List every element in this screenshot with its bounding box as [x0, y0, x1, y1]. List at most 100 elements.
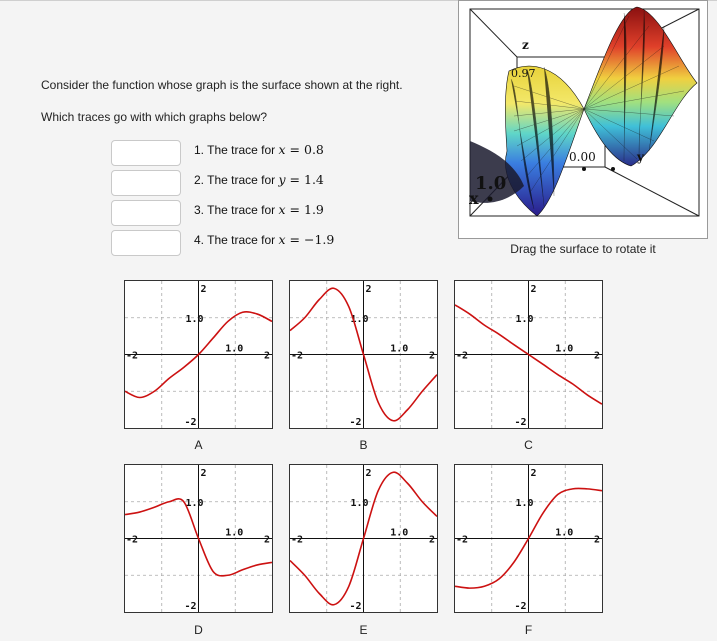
graph-D[interactable]: 2 -2 -2 2 1.0 1.0: [124, 464, 273, 613]
tick-label-top: 2: [366, 468, 372, 479]
tick-label-y1: 1.0: [351, 314, 369, 325]
trace-eq: = 1.9: [285, 202, 324, 217]
graph-label-D: D: [194, 623, 203, 637]
axis-z-label: z: [522, 38, 529, 52]
trace-var: y: [278, 172, 286, 187]
tick-label-bottom: -2: [514, 601, 526, 612]
trace-var: x: [278, 202, 286, 217]
answer-input-1[interactable]: [111, 140, 181, 166]
trace-item-text: The trace for: [207, 233, 279, 247]
trace-item-number: 4.: [194, 233, 205, 247]
trace-item-number: 2.: [194, 173, 205, 187]
tick-label-top: 2: [201, 468, 207, 479]
tick-label-right: 2: [264, 351, 270, 362]
surface-left-lobe: [505, 65, 585, 217]
trace-eq: = −1.9: [285, 232, 335, 247]
trace-curve: [455, 304, 602, 405]
graph-svg: 2 -2 -2 2 1.0 1.0: [290, 465, 437, 612]
tick-label-top: 2: [201, 284, 207, 295]
tick-label-x1: 1.0: [390, 344, 408, 355]
tick-label-y1: 1.0: [186, 498, 204, 509]
axis-value-top: 0.97: [511, 67, 536, 80]
tick-label-right: 2: [594, 351, 600, 362]
graph-svg: 2 -2 -2 2 1.0 1.0: [455, 465, 602, 612]
tick-label-y1: 1.0: [516, 314, 534, 325]
surface-right-lobe: [583, 6, 698, 167]
surface-caption: Drag the surface to rotate it: [510, 242, 656, 256]
top-border: [0, 0, 717, 1]
trace-curve: [290, 287, 437, 422]
tick-label-bottom: -2: [514, 417, 526, 428]
trace-eq: = 0.8: [285, 142, 324, 157]
tick-label-x1: 1.0: [555, 528, 573, 539]
axis-x-label: x: [469, 189, 479, 208]
trace-curve: [290, 471, 437, 606]
trace-item-text: The trace for: [207, 173, 279, 187]
axis-marker: [582, 167, 586, 171]
tick-label-y1: 1.0: [516, 498, 534, 509]
graph-label-E: E: [359, 623, 368, 637]
question-line-2: Which traces go with which graphs below?: [41, 110, 268, 124]
tick-label-bottom: -2: [349, 601, 361, 612]
answer-input-3[interactable]: [111, 200, 181, 226]
trace-curve: [125, 310, 272, 399]
trace-var: x: [278, 232, 286, 247]
graph-svg: 2 -2 -2 2 1.0 1.0: [125, 465, 272, 612]
trace-curve: [455, 487, 602, 589]
tick-label-left: -2: [291, 535, 303, 546]
graph-E[interactable]: 2 -2 -2 2 1.0 1.0: [289, 464, 438, 613]
axis-marker: [487, 196, 493, 202]
axis-value-left: 1.0: [475, 173, 506, 194]
tick-label-left: -2: [456, 351, 468, 362]
graph-F[interactable]: 2 -2 -2 2 1.0 1.0: [454, 464, 603, 613]
axis-value-mid: 0.00: [569, 150, 596, 164]
trace-item-text: The trace for: [207, 143, 279, 157]
tick-label-x1: 1.0: [225, 344, 243, 355]
tick-label-right: 2: [429, 535, 435, 546]
trace-item-3: 3. The trace for x = 1.9: [194, 202, 324, 217]
trace-item-number: 1.: [194, 143, 205, 157]
graph-B[interactable]: 2 -2 -2 2 1.0 1.0: [289, 280, 438, 429]
tick-label-left: -2: [126, 351, 138, 362]
tick-label-bottom: -2: [184, 417, 196, 428]
trace-curve: [125, 498, 272, 577]
trace-item-4: 4. The trace for x = −1.9: [194, 232, 334, 247]
tick-label-x1: 1.0: [555, 344, 573, 355]
tick-label-left: -2: [456, 535, 468, 546]
trace-item-text: The trace for: [207, 203, 279, 217]
graph-svg: 2 -2 -2 2 1.0 1.0: [125, 281, 272, 428]
answer-input-4[interactable]: [111, 230, 181, 256]
trace-item-1: 1. The trace for x = 0.8: [194, 142, 324, 157]
answer-input-2[interactable]: [111, 170, 181, 196]
graph-A[interactable]: 2 -2 -2 2 1.0 1.0: [124, 280, 273, 429]
graph-label-A: A: [194, 438, 203, 452]
tick-label-right: 2: [429, 351, 435, 362]
tick-label-bottom: -2: [349, 417, 361, 428]
tick-label-y1: 1.0: [351, 498, 369, 509]
tick-label-left: -2: [291, 351, 303, 362]
tick-label-right: 2: [594, 535, 600, 546]
tick-label-left: -2: [126, 535, 138, 546]
surface-viewer[interactable]: z 0.97 0.00 y 1.0 x: [458, 0, 708, 239]
trace-var: x: [278, 142, 286, 157]
tick-label-x1: 1.0: [390, 528, 408, 539]
tick-label-top: 2: [531, 468, 537, 479]
trace-eq: = 1.4: [285, 172, 324, 187]
trace-item-2: 2. The trace for y = 1.4: [194, 172, 324, 187]
trace-item-number: 3.: [194, 203, 205, 217]
tick-label-bottom: -2: [184, 601, 196, 612]
graph-label-F: F: [524, 623, 533, 637]
surface-lower-sheet: [470, 141, 524, 203]
tick-label-right: 2: [264, 535, 270, 546]
surface-mesh: [510, 10, 685, 210]
question-line-1: Consider the function whose graph is the…: [41, 78, 403, 92]
graph-label-B: B: [359, 438, 368, 452]
graph-svg: 2 -2 -2 2 1.0 1.0: [290, 281, 437, 428]
tick-label-x1: 1.0: [225, 528, 243, 539]
graph-label-C: C: [524, 438, 533, 452]
graph-svg: 2 -2 -2 2 1.0 1.0: [455, 281, 602, 428]
tick-label-top: 2: [531, 284, 537, 295]
axis-marker: [611, 167, 615, 171]
axis-y-label: y: [636, 150, 645, 164]
graph-C[interactable]: 2 -2 -2 2 1.0 1.0: [454, 280, 603, 429]
